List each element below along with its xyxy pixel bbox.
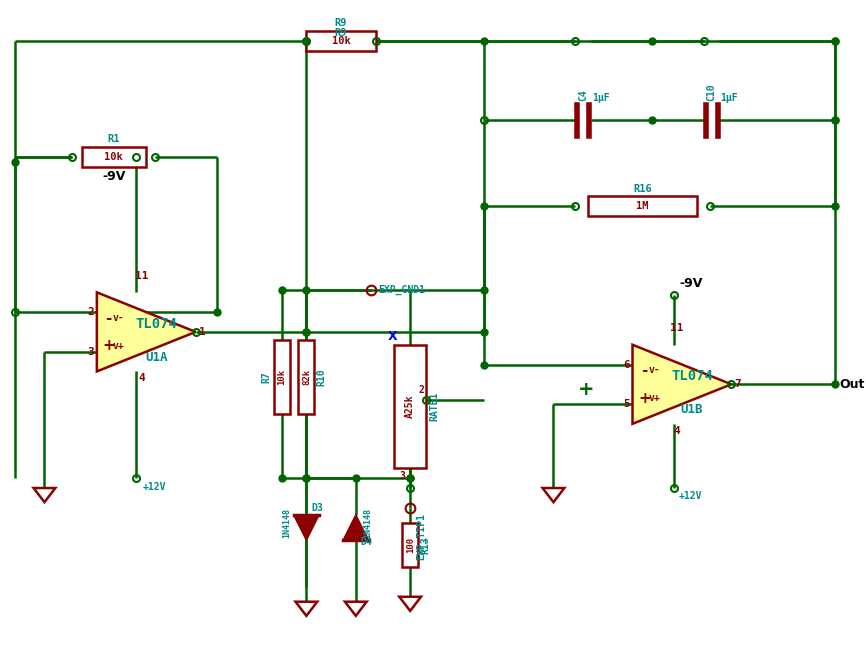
Polygon shape: [345, 601, 366, 616]
Text: +: +: [578, 380, 594, 399]
Text: 6: 6: [623, 360, 630, 370]
Text: C4: C4: [578, 89, 588, 101]
Bar: [307, 32, 376, 51]
Text: 1N4148: 1N4148: [282, 508, 292, 537]
Text: v+: v+: [649, 393, 660, 403]
Text: 3: 3: [399, 471, 405, 481]
Polygon shape: [399, 597, 421, 611]
Polygon shape: [97, 293, 196, 371]
Text: 1µF: 1µF: [592, 92, 610, 103]
Text: -: -: [106, 311, 112, 326]
Text: R1: R1: [107, 134, 120, 144]
Text: TL074: TL074: [135, 317, 177, 331]
Polygon shape: [34, 488, 55, 502]
Text: 1: 1: [198, 327, 205, 337]
Text: 1N4148: 1N4148: [364, 508, 372, 537]
Text: D3: D3: [311, 503, 323, 513]
Text: 5: 5: [623, 399, 630, 409]
Text: 10k: 10k: [104, 152, 123, 162]
Text: +12V: +12V: [679, 491, 702, 501]
Text: R9: R9: [335, 19, 347, 28]
Text: 3: 3: [87, 347, 94, 357]
Text: EXP_GND1: EXP_GND1: [378, 286, 425, 295]
Text: 2: 2: [418, 386, 424, 395]
Text: v-: v-: [649, 366, 660, 375]
Text: Out: Out: [839, 378, 864, 391]
Text: EXP_TIP1: EXP_TIP1: [416, 513, 426, 559]
Bar: [299, 340, 314, 414]
Text: 1M: 1M: [637, 202, 649, 211]
Text: -: -: [641, 363, 648, 378]
Text: 10k: 10k: [332, 36, 351, 47]
Text: R10: R10: [316, 368, 326, 386]
Text: +: +: [102, 339, 115, 353]
Text: 1µF: 1µF: [721, 92, 738, 103]
Text: U1A: U1A: [145, 351, 167, 364]
Bar: [394, 345, 426, 468]
Text: +: +: [638, 391, 650, 406]
Text: D4: D4: [361, 537, 372, 547]
Text: X: X: [388, 330, 397, 343]
Bar: [588, 196, 697, 216]
Text: R9: R9: [335, 28, 347, 39]
Text: C10: C10: [707, 83, 716, 101]
Bar: [274, 340, 289, 414]
Text: v-: v-: [113, 313, 125, 323]
Text: -9V: -9V: [102, 170, 126, 183]
Text: 100: 100: [405, 537, 415, 553]
Text: 7: 7: [734, 379, 741, 390]
Text: 11: 11: [670, 323, 684, 333]
Polygon shape: [295, 601, 317, 616]
Text: 4: 4: [138, 373, 145, 384]
Text: 11: 11: [134, 271, 148, 280]
Polygon shape: [343, 515, 369, 541]
Polygon shape: [543, 488, 565, 502]
Text: 82k: 82k: [302, 369, 311, 385]
Text: 10k: 10k: [277, 369, 286, 385]
Text: RATE1: RATE1: [429, 392, 439, 421]
Bar: [402, 523, 418, 567]
Text: 2: 2: [87, 307, 94, 317]
Text: v+: v+: [113, 340, 125, 351]
Text: A25k: A25k: [405, 395, 415, 418]
Bar: [81, 147, 145, 167]
Text: TL074: TL074: [671, 370, 713, 383]
Text: 4: 4: [674, 426, 681, 436]
Polygon shape: [632, 345, 732, 424]
Text: R7: R7: [262, 371, 272, 382]
Text: U1B: U1B: [681, 404, 703, 417]
Text: R13: R13: [420, 536, 430, 554]
Text: -9V: -9V: [679, 277, 702, 291]
Polygon shape: [294, 515, 320, 541]
Text: R16: R16: [633, 183, 652, 194]
Text: +12V: +12V: [142, 482, 165, 492]
